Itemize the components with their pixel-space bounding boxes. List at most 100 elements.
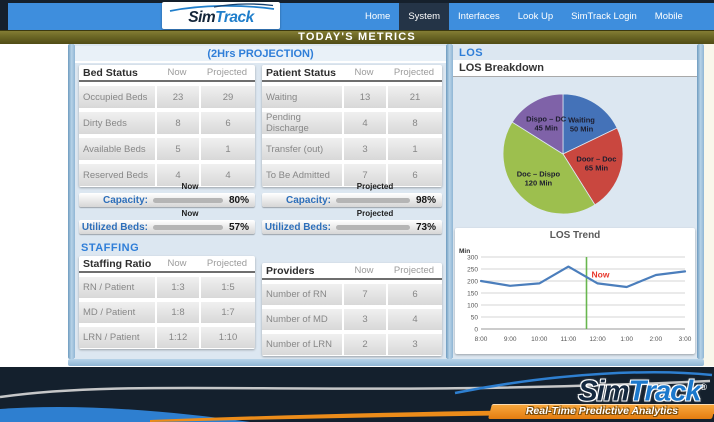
row-now-value: 23	[155, 86, 199, 108]
row-label: To Be Admitted	[266, 169, 330, 181]
column-projected: Projected	[206, 67, 248, 78]
los-breakdown-pie-chart: Waiting 50 Min Door – Doc 65 Min Doc – Dispo…	[502, 93, 624, 215]
row-label: Pending Discharge	[266, 112, 309, 134]
row-now-value: 3	[342, 138, 386, 160]
svg-text:250: 250	[467, 266, 478, 273]
row-projected-value: 1:5	[199, 277, 255, 298]
column-now: Now	[354, 67, 374, 78]
row-label: Transfer (out)	[266, 143, 324, 155]
main-nav: Home System Interfaces Look Up SimTrack Logi…	[356, 3, 692, 30]
gauge-value: 98%	[416, 194, 437, 206]
row-now-value: 2	[342, 334, 386, 355]
los-breakdown-title: LOS Breakdown	[453, 60, 697, 77]
gauge-track	[153, 197, 223, 203]
nav-item-system[interactable]: System	[399, 3, 450, 30]
row-now-value: 4	[342, 112, 386, 134]
patient-status-header: Patient Status Now Projected	[262, 65, 442, 82]
table-row: Dirty Beds 8 6	[79, 112, 255, 134]
row-projected-value: 1	[386, 138, 442, 160]
capacity-now-gauge: Now Capacity: 80%	[79, 182, 255, 207]
utilized-beds-now-gauge: Now Utilized Beds: 57%	[79, 209, 255, 234]
row-now-value: 8	[155, 112, 199, 134]
table-row: Number of LRN 2 3	[262, 334, 442, 355]
trend-line	[479, 265, 687, 289]
gauge-track	[336, 197, 410, 203]
pie-slice-label: Door – Doc 65 Min	[576, 155, 616, 173]
row-label: Number of MD	[266, 314, 328, 325]
los-trend-title: LOS Trend	[549, 230, 601, 241]
row-projected-value: 4	[199, 164, 255, 186]
gauge-label: Capacity:	[102, 194, 148, 206]
footer-simtrack-logo: SimTrack®	[578, 376, 707, 408]
right-margin-strip	[703, 44, 714, 366]
row-now-value: 7	[342, 164, 386, 186]
nav-item-look-up[interactable]: Look Up	[517, 11, 554, 22]
frame-bar-bottom	[68, 359, 704, 366]
simtrack-logo[interactable]: SimTrack	[162, 2, 280, 29]
bed-status-header: Bed Status Now Projected	[79, 65, 255, 82]
pie-slice-waiting	[562, 93, 618, 155]
table-row: Number of RN 7 6	[262, 284, 442, 305]
logo-text: SimTrack	[188, 9, 254, 26]
column-title: Bed Status	[83, 66, 138, 79]
nav-item-home[interactable]: Home	[365, 11, 391, 22]
svg-text:100: 100	[467, 302, 478, 309]
footer-tagline-banner: Real-Time Predictive Analytics	[487, 404, 714, 419]
svg-text:11:00: 11:00	[561, 336, 577, 343]
column-now: Now	[167, 258, 187, 269]
row-label: Number of LRN	[266, 339, 332, 350]
patient-status-table: Patient Status Now Projected Waiting 13 21…	[262, 65, 442, 187]
projection-title: (2Hrs PROJECTION)	[75, 46, 446, 63]
row-now-value: 13	[342, 86, 386, 108]
window-edge-left	[0, 0, 8, 30]
svg-text:1:00: 1:00	[620, 336, 633, 343]
row-projected-value: 29	[199, 86, 255, 108]
svg-text:10:00: 10:00	[531, 336, 548, 343]
pie-slice-doc-dispo	[502, 121, 596, 215]
bed-status-table: Bed Status Now Projected Occupied Beds 23…	[79, 65, 255, 187]
logo-swoosh-icon	[169, 3, 275, 12]
svg-text:150: 150	[467, 290, 478, 297]
column-projected: Projected	[393, 265, 435, 276]
row-now-value: 1:12	[155, 327, 199, 348]
column-title: Providers	[266, 264, 315, 277]
row-projected-value: 21	[386, 86, 442, 108]
svg-text:8:00: 8:00	[475, 336, 488, 343]
nav-item-simtrack-login[interactable]: SimTrack Login	[571, 11, 637, 22]
table-row: To Be Admitted 7 6	[262, 164, 442, 186]
row-projected-value: 1	[199, 138, 255, 160]
los-trend-chart-card: LOS Trend 0 50 100 150 200 250 300 Min 8:00 9:00 1…	[455, 228, 695, 354]
nav-item-interfaces[interactable]: Interfaces	[458, 11, 500, 22]
table-row: MD / Patient 1:8 1:7	[79, 302, 255, 323]
frame-bar-left	[68, 44, 75, 359]
staffing-ratio-header: Staffing Ratio Now Projected	[79, 256, 255, 273]
now-marker-label: Now	[591, 269, 609, 279]
row-now-value: 5	[155, 138, 199, 160]
pie-slice-label: Waiting 50 Min	[568, 116, 595, 134]
row-projected-value: 6	[386, 164, 442, 186]
column-title: Patient Status	[266, 66, 337, 79]
staffing-section-title: STAFFING	[81, 242, 140, 254]
los-section-title: LOS	[459, 47, 484, 59]
gauge-label: Utilized Beds:	[264, 221, 331, 233]
gauge-value: 73%	[416, 221, 437, 233]
providers-table: Providers Now Projected Number of RN 7 6 Nu…	[262, 263, 442, 356]
column-projected: Projected	[393, 67, 435, 78]
row-projected-value: 1:7	[199, 302, 255, 323]
projection-panel: (2Hrs PROJECTION) Bed Status Now Project…	[75, 44, 446, 359]
row-now-value: 3	[342, 309, 386, 330]
gauge-track	[153, 224, 223, 230]
table-row: Pending Discharge 4 8	[262, 112, 442, 134]
pie-slice-dispo-dc	[511, 93, 564, 155]
table-row: Available Beds 5 1	[79, 138, 255, 160]
pie-slice-door-doc	[562, 127, 624, 206]
providers-header: Providers Now Projected	[262, 263, 442, 280]
row-projected-value: 3	[386, 334, 442, 355]
los-panel: LOS LOS Breakdown Waiting 50 Min Door – Do…	[453, 44, 697, 359]
svg-text:9:00: 9:00	[504, 336, 517, 343]
utilized-beds-projected-gauge: Projected Utilized Beds: 73%	[262, 209, 442, 234]
frame-bar-middle	[446, 44, 453, 359]
nav-item-mobile[interactable]: Mobile	[654, 11, 683, 22]
